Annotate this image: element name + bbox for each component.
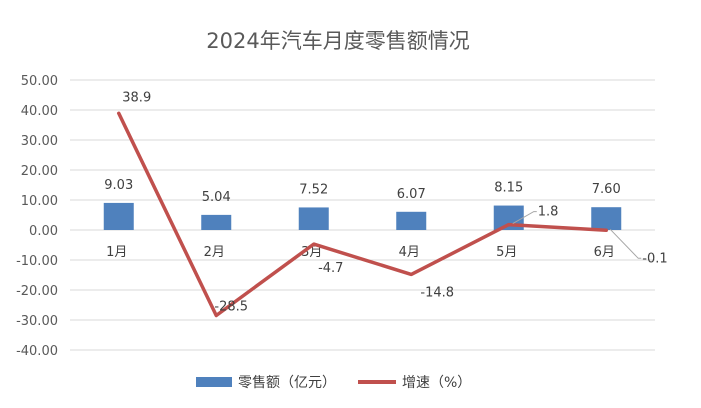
line-value-label: -0.1 xyxy=(642,251,667,266)
bar-value-label: 8.15 xyxy=(494,181,523,196)
bar-value-label: 6.07 xyxy=(397,187,426,202)
legend-label-line: 增速（%） xyxy=(402,375,471,391)
bar-value-label: 7.52 xyxy=(299,182,328,197)
bar-value-label: 5.04 xyxy=(202,190,231,205)
x-tick-label: 5月 xyxy=(496,245,517,260)
y-tick-label: 30.00 xyxy=(21,134,58,149)
line-value-label: -28.5 xyxy=(214,300,248,315)
y-tick-label: 20.00 xyxy=(21,164,58,179)
y-axis: 50.00 40.00 30.00 20.00 10.00 0.00 -10.00 -20.0… xyxy=(16,74,58,359)
y-tick-label: -10.00 xyxy=(16,254,58,269)
bar xyxy=(591,207,622,230)
x-tick-label: 1月 xyxy=(106,245,127,260)
legend-label-bar: 零售额（亿元） xyxy=(238,375,336,391)
chart-title: 2024年汽车月度零售额情况 xyxy=(206,29,469,53)
x-tick-label: 4月 xyxy=(399,245,420,260)
bar xyxy=(103,202,134,230)
y-tick-label: 50.00 xyxy=(21,74,58,89)
y-tick-label: 10.00 xyxy=(21,194,58,209)
line-value-label: 1.8 xyxy=(538,205,559,220)
bar-value-label: 9.03 xyxy=(104,178,133,193)
y-tick-label: 40.00 xyxy=(21,104,58,119)
line-value-label: -4.7 xyxy=(318,261,343,276)
y-tick-label: -20.00 xyxy=(16,284,58,299)
x-axis: 1月 2月 3月 4月 5月 6月 xyxy=(106,245,615,260)
y-tick-label: -40.00 xyxy=(16,344,58,359)
bar-series xyxy=(103,202,622,230)
bar xyxy=(396,211,427,230)
growth-line xyxy=(117,111,608,318)
line-value-label: -14.8 xyxy=(420,285,454,300)
line-series xyxy=(117,111,608,318)
bar-value-label: 7.60 xyxy=(592,182,621,197)
data-labels: 9.03 5.04 7.52 6.07 8.15 7.60 38.9 -28.5 -4.7 -14… xyxy=(104,90,667,314)
y-tick-label: 0.00 xyxy=(29,224,58,239)
legend: 零售额（亿元） 增速（%） xyxy=(196,375,471,391)
bar xyxy=(298,207,329,230)
y-tick-label: -30.00 xyxy=(16,314,58,329)
leader-line xyxy=(512,211,537,225)
legend-swatch-bar xyxy=(196,377,232,387)
x-tick-label: 2月 xyxy=(204,245,225,260)
leader-line xyxy=(609,228,642,259)
grid-layer xyxy=(70,79,655,351)
line-value-label: 38.9 xyxy=(122,90,151,105)
bar xyxy=(201,214,232,230)
x-tick-label: 6月 xyxy=(594,245,615,260)
